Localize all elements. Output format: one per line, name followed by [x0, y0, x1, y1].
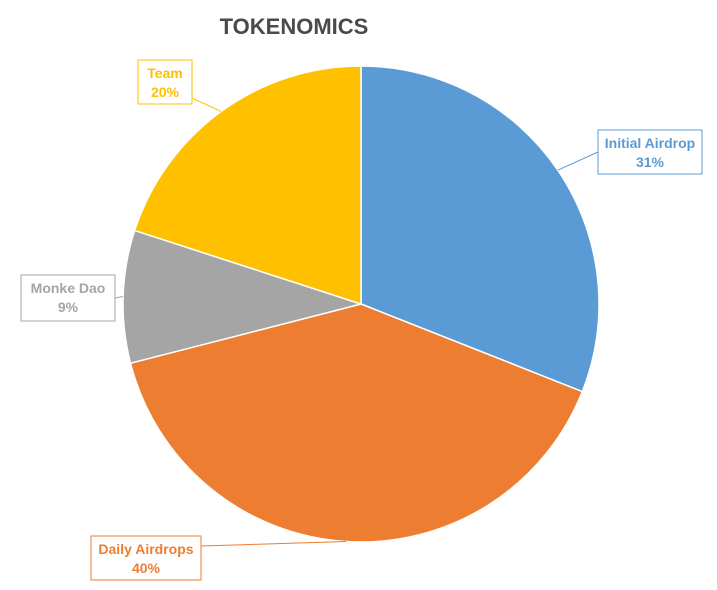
leader-line-initial-airdrop [557, 151, 599, 171]
data-label-value: 9% [58, 299, 79, 315]
chart-title: TOKENOMICS [220, 14, 369, 39]
data-label-name: Monke Dao [31, 280, 106, 296]
data-label-name: Initial Airdrop [605, 135, 695, 151]
pie-slice-monke-dao [122, 229, 364, 365]
data-label-box [90, 535, 202, 581]
data-label-name: Daily Airdrops [98, 541, 193, 557]
data-label-initial-airdrop: Initial Airdrop 31% [597, 129, 703, 175]
data-labels-layer: Initial Airdrop 31% Daily Airdrops 40% Monke… [20, 59, 703, 581]
leader-lines-layer [114, 97, 599, 547]
pie-slice-team [133, 65, 362, 306]
data-label-value: 31% [636, 154, 665, 170]
leader-line-daily-airdrops [200, 541, 347, 547]
pie-slice-daily-airdrops [129, 303, 584, 543]
data-label-box [20, 274, 116, 322]
data-label-box [137, 59, 193, 105]
leader-line-monke-dao [114, 296, 124, 299]
data-label-value: 40% [132, 560, 161, 576]
slices-layer [122, 65, 600, 543]
data-label-box [597, 129, 703, 175]
pie-slice-initial-airdrop [360, 65, 600, 393]
data-label-team: Team 20% [137, 59, 193, 105]
data-label-value: 20% [151, 84, 180, 100]
leader-line-team [191, 97, 222, 112]
data-label-monke-dao: Monke Dao 9% [20, 274, 116, 322]
data-label-daily-airdrops: Daily Airdrops 40% [90, 535, 202, 581]
data-label-name: Team [147, 65, 183, 81]
